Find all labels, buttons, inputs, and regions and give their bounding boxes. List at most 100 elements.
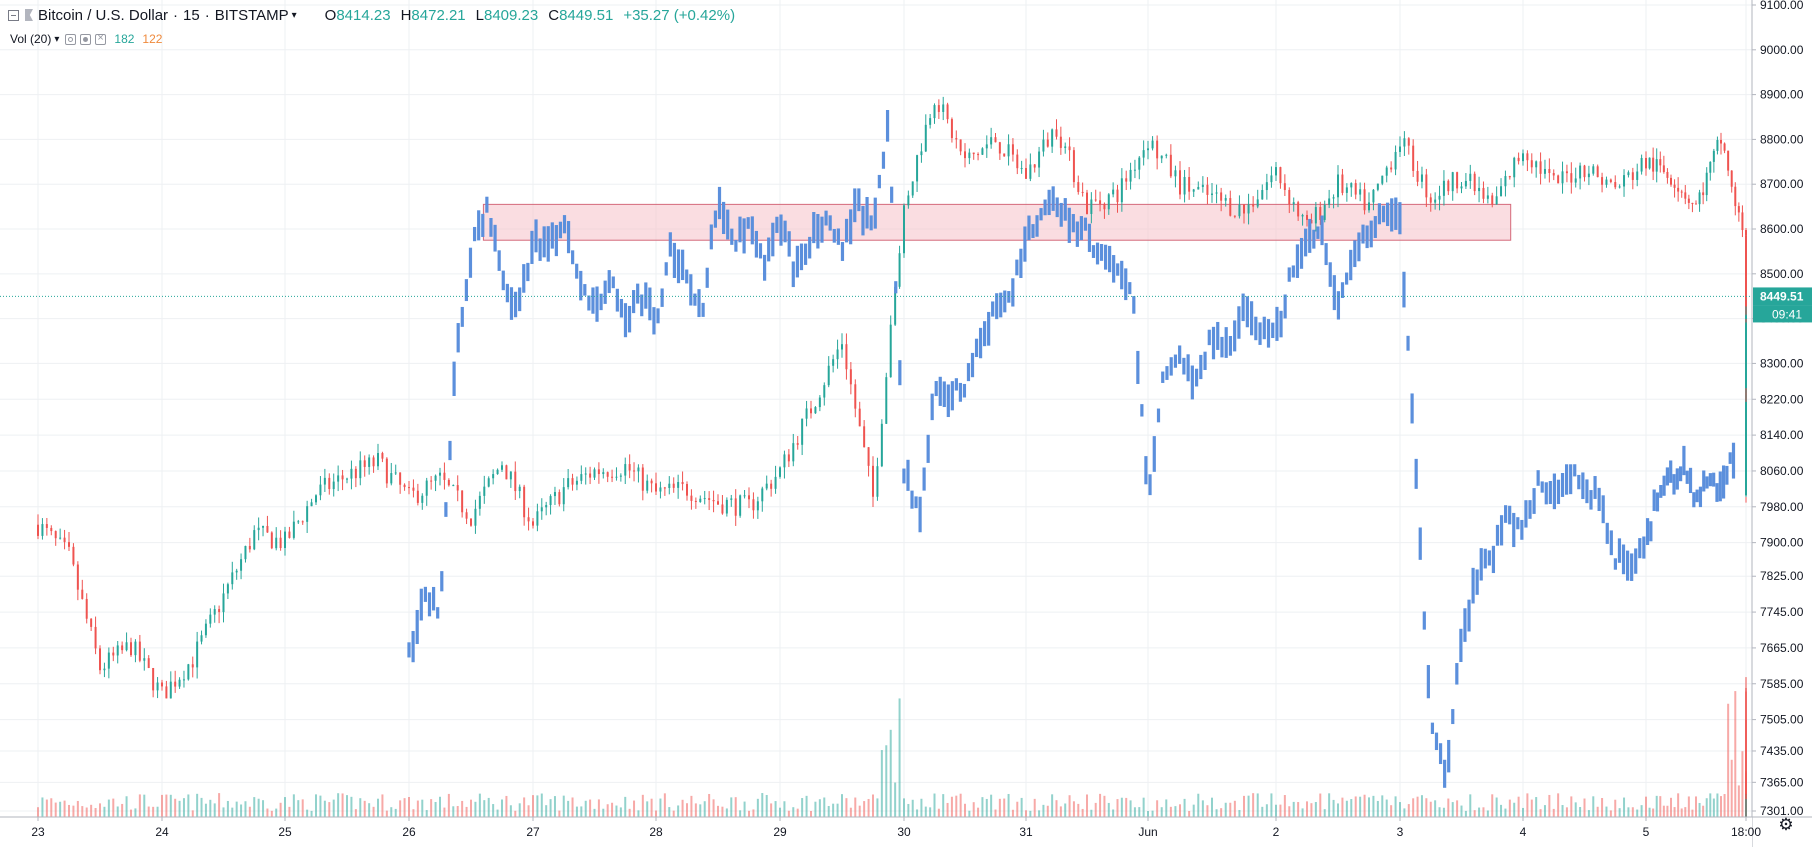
volume-bar xyxy=(1151,810,1154,817)
resistance-zone[interactable] xyxy=(482,203,1512,241)
candle-body xyxy=(1442,180,1445,196)
candle-body xyxy=(708,498,711,500)
candle-body xyxy=(465,512,468,519)
volume-bar xyxy=(1442,807,1445,817)
candle-body xyxy=(107,652,110,669)
minus-box-icon[interactable] xyxy=(8,9,19,21)
candle-body xyxy=(1416,170,1419,182)
candle-body xyxy=(1256,199,1259,207)
low-label: L xyxy=(475,6,484,24)
volume-bar xyxy=(619,807,622,817)
volume-bar xyxy=(1107,802,1110,817)
volume-title: Vol (20) xyxy=(10,32,52,46)
time-axis[interactable]: 23 24 25 26 27 28 29 30 31 Jun 2 3 4 5 18:00 xyxy=(0,816,1812,847)
chevron-down-icon[interactable]: ▾ xyxy=(291,9,297,21)
volume-bar xyxy=(270,810,273,817)
candle-body xyxy=(328,477,331,490)
volume-bar xyxy=(743,801,746,817)
candle-body xyxy=(121,645,124,651)
volume-bar xyxy=(1038,810,1041,817)
candle-body xyxy=(1631,172,1634,180)
candle-body xyxy=(1029,164,1032,179)
candle-body xyxy=(143,658,146,661)
volume-bar xyxy=(779,807,781,817)
candle-body xyxy=(1265,182,1268,191)
volume-bar xyxy=(990,794,993,817)
volume-bar xyxy=(593,808,596,817)
volume-bar xyxy=(182,798,185,817)
volume-bar xyxy=(1090,809,1093,817)
volume-bar xyxy=(1745,687,1747,817)
volume-bar xyxy=(130,809,132,817)
eye-icon[interactable] xyxy=(65,33,77,45)
candle-body xyxy=(646,480,649,491)
candle-body xyxy=(571,478,574,485)
candle-body xyxy=(1138,157,1141,170)
close-icon[interactable] xyxy=(95,32,107,45)
volume-bar xyxy=(1179,804,1181,817)
volume-bar xyxy=(1412,798,1415,817)
volume-bar xyxy=(408,797,410,817)
volume-bar xyxy=(368,803,371,817)
volume-bar xyxy=(1328,793,1331,817)
chevron-down-icon[interactable]: ▾ xyxy=(54,33,60,45)
candle-body xyxy=(1548,168,1551,174)
volume-bar xyxy=(1702,805,1705,817)
open-label: O xyxy=(324,6,337,24)
price-tick-label: 7900.00 xyxy=(1760,536,1804,550)
volume-bar xyxy=(85,807,88,817)
candle-body xyxy=(597,469,600,475)
candle-body xyxy=(1447,180,1450,192)
candle-body xyxy=(1220,192,1223,201)
volume-bar xyxy=(1698,802,1701,817)
volume-bar xyxy=(1247,795,1250,817)
gear-icon[interactable] xyxy=(80,33,92,45)
candle-body xyxy=(1705,172,1708,196)
volume-bar xyxy=(1020,797,1023,817)
candle-body xyxy=(796,443,799,445)
volume-bar xyxy=(1716,793,1719,817)
volume-bar xyxy=(226,800,229,817)
volume-bar xyxy=(624,796,627,817)
candle-body xyxy=(942,104,945,112)
flag-icon[interactable] xyxy=(25,9,33,21)
candle-body xyxy=(1003,153,1006,157)
candle-body xyxy=(161,682,163,687)
last-price-badge-bg xyxy=(1753,287,1812,306)
volume-bar xyxy=(399,800,402,817)
candle-body xyxy=(187,664,190,680)
candle-body xyxy=(1596,166,1599,178)
volume-bar xyxy=(430,799,433,817)
candle-body xyxy=(461,490,464,513)
candle-body xyxy=(998,142,1001,154)
candle-body xyxy=(1129,169,1132,182)
volume-bar xyxy=(889,729,892,817)
volume-bar xyxy=(134,808,137,817)
volume-bar xyxy=(1574,802,1577,817)
volume-bar xyxy=(633,800,636,817)
volume-bar xyxy=(235,801,238,817)
candle-body xyxy=(1301,214,1304,217)
candle-body xyxy=(933,105,936,119)
volume-bar xyxy=(867,798,870,817)
volume-bar xyxy=(1323,809,1326,817)
volume-bar xyxy=(686,803,688,817)
resistance-zone-rect[interactable] xyxy=(482,203,1512,241)
volume-bar xyxy=(1224,802,1227,817)
candle-body xyxy=(125,642,128,651)
volume-bar xyxy=(1007,793,1010,817)
candle-body xyxy=(894,286,897,325)
gear-icon[interactable]: ⚙ xyxy=(1778,815,1794,834)
bar-pattern-projection[interactable] xyxy=(407,109,1736,788)
candle-body xyxy=(916,155,919,182)
volume-bar xyxy=(514,810,517,817)
volume-bar xyxy=(1211,797,1213,817)
volume-bar xyxy=(924,806,927,817)
price-axis[interactable]: 9100.00 9000.00 8900.00 8800.00 8700.00 8600.… xyxy=(1751,0,1812,847)
volume-bar xyxy=(1368,797,1370,817)
volume-bar xyxy=(1723,794,1726,817)
volume-bar xyxy=(1730,759,1733,817)
volume-bar xyxy=(1673,807,1676,817)
candle-body xyxy=(257,527,260,531)
